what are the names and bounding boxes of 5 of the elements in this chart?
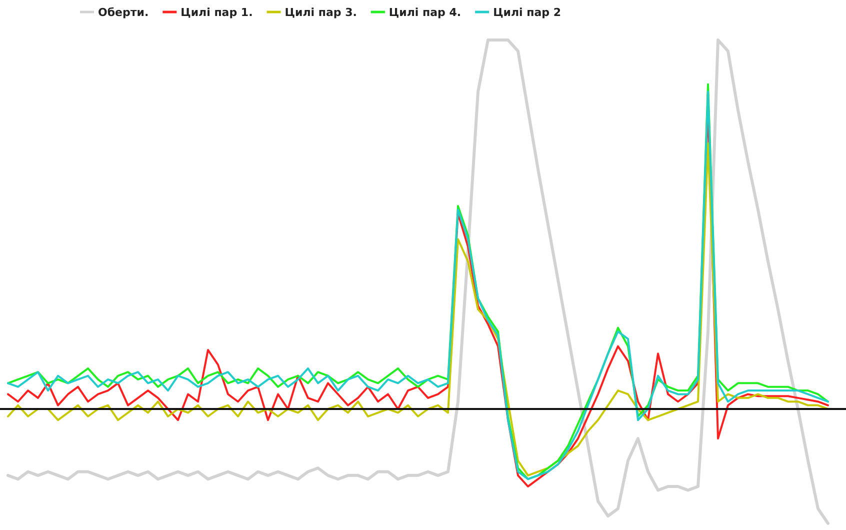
legend-label: Цилі пар 4. xyxy=(388,6,462,19)
legend-label: Цилі пар 1. xyxy=(180,6,253,19)
legend-label: Цилі пар 2 xyxy=(493,6,562,19)
legend-label: Оберти. xyxy=(98,6,149,19)
legend-label: Цилі пар 3. xyxy=(284,6,357,19)
